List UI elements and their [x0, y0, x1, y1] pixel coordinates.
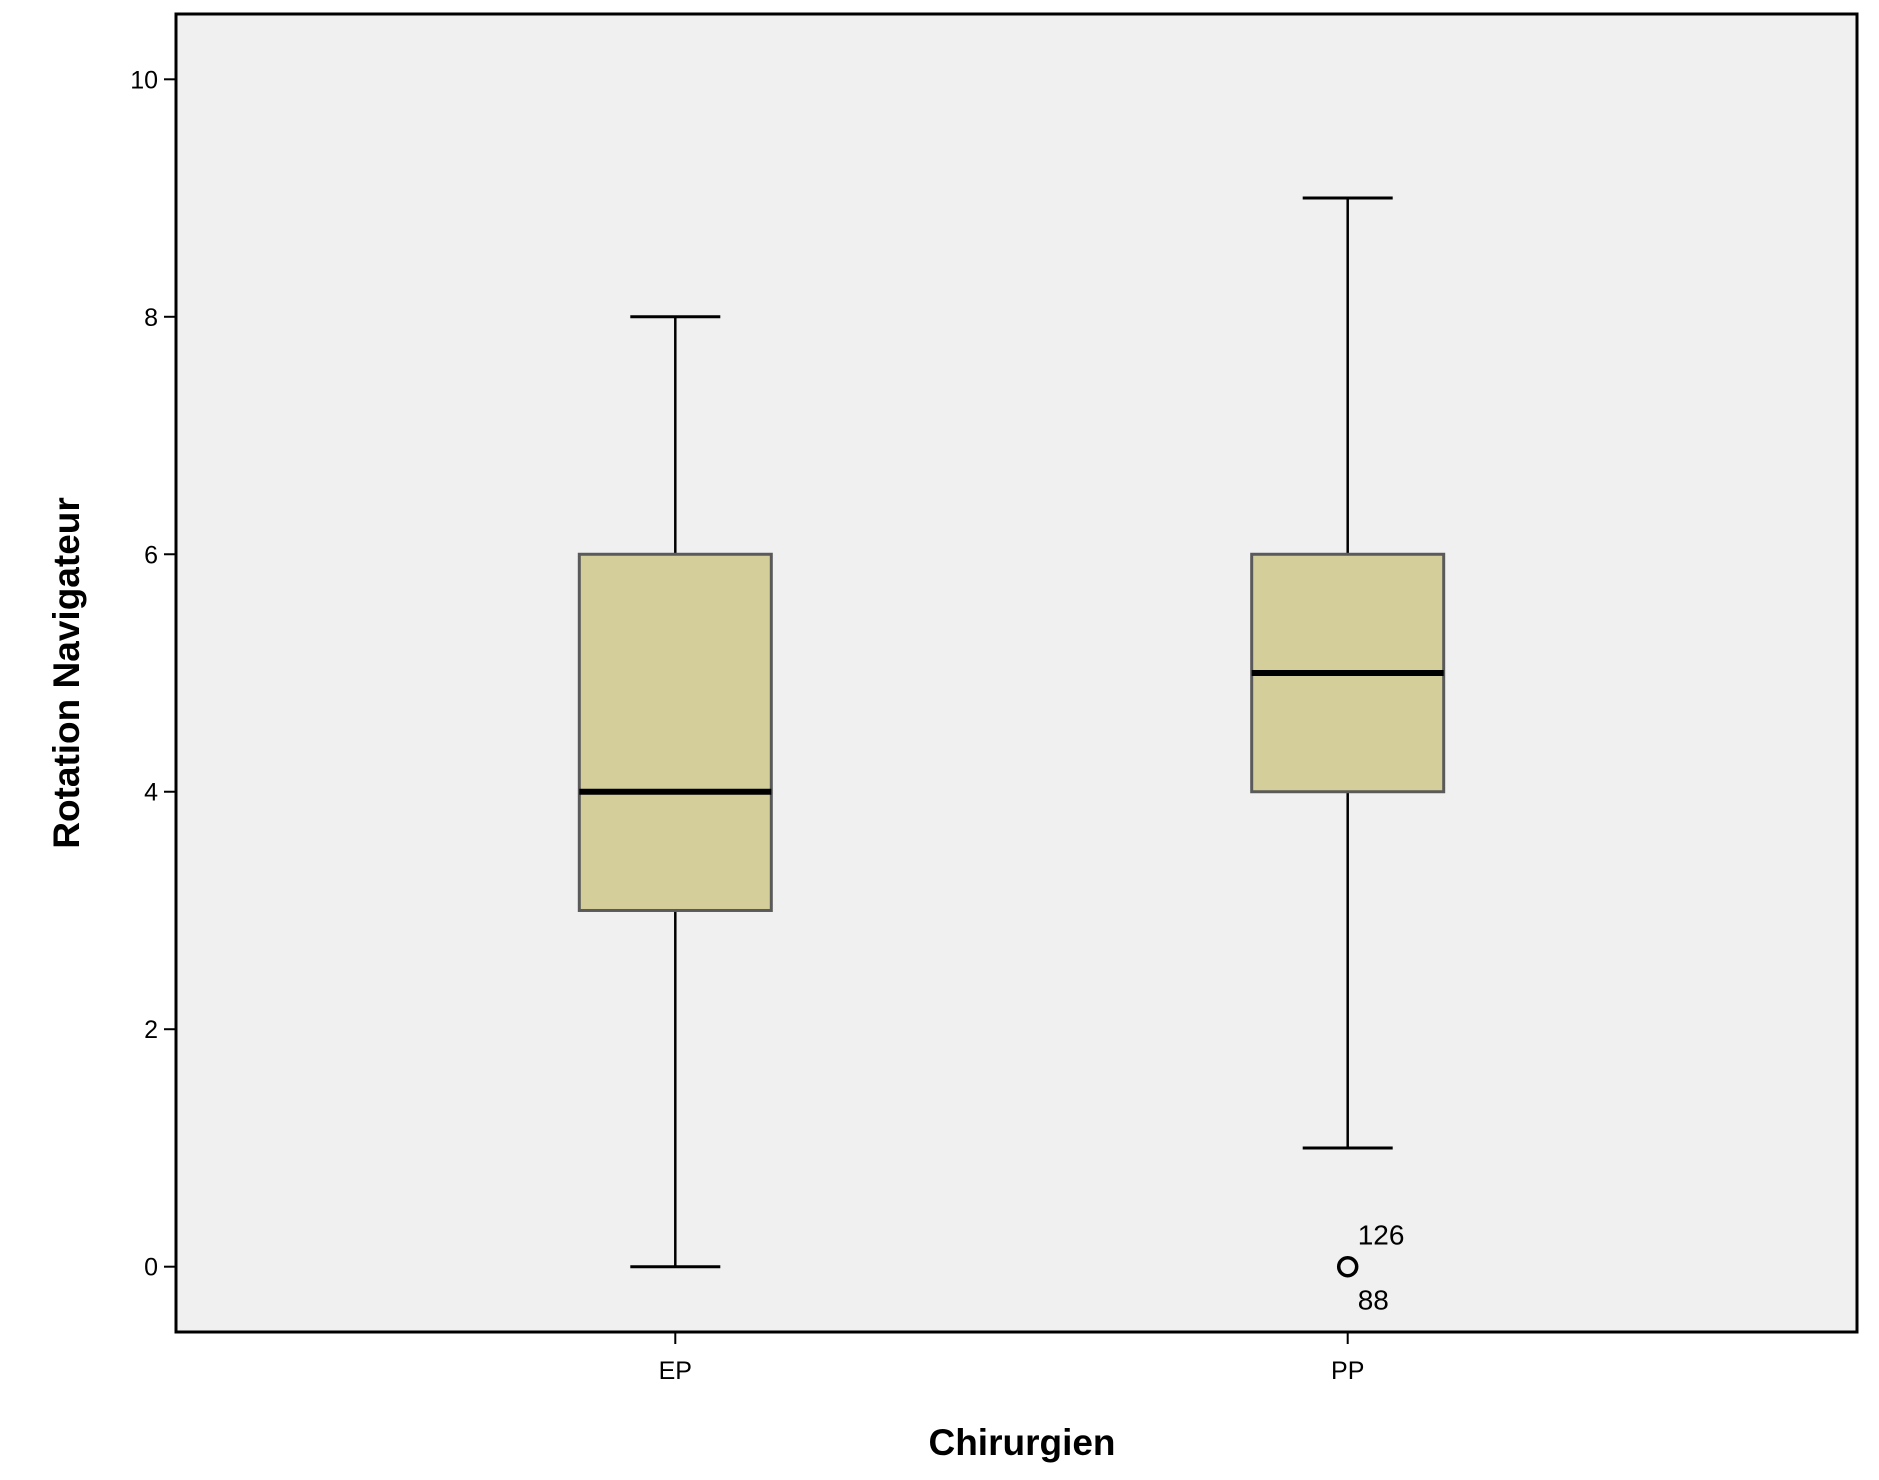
- x-tick-label: EP: [659, 1357, 692, 1385]
- plot-frame: [174, 12, 1859, 1334]
- outlier-label: 88: [1358, 1285, 1389, 1316]
- box-group-pp: 126 88: [1250, 196, 1446, 1316]
- x-axis-title: Chirurgien: [928, 1422, 1115, 1463]
- y-tick-label: 8: [144, 304, 158, 332]
- x-axis: EP PP: [659, 1332, 1364, 1385]
- y-tick-label: 2: [144, 1016, 158, 1044]
- x-tick-label: PP: [1331, 1357, 1364, 1385]
- outlier-label: 126: [1358, 1220, 1405, 1251]
- y-axis-title: Rotation Navigateur: [46, 497, 87, 849]
- y-tick-label: 10: [130, 66, 158, 94]
- y-axis: 0 2 4 6 8 10: [130, 66, 176, 1282]
- y-tick-label: 0: [144, 1254, 158, 1282]
- boxes-layer: 126 88: [577, 196, 1446, 1316]
- plot-background: [176, 14, 1857, 1332]
- box-group-ep: [577, 315, 773, 1269]
- y-tick-label: 4: [144, 779, 158, 807]
- outlier-point: [1336, 1255, 1359, 1278]
- iqr-box: [577, 552, 773, 912]
- y-tick-label: 6: [144, 541, 158, 569]
